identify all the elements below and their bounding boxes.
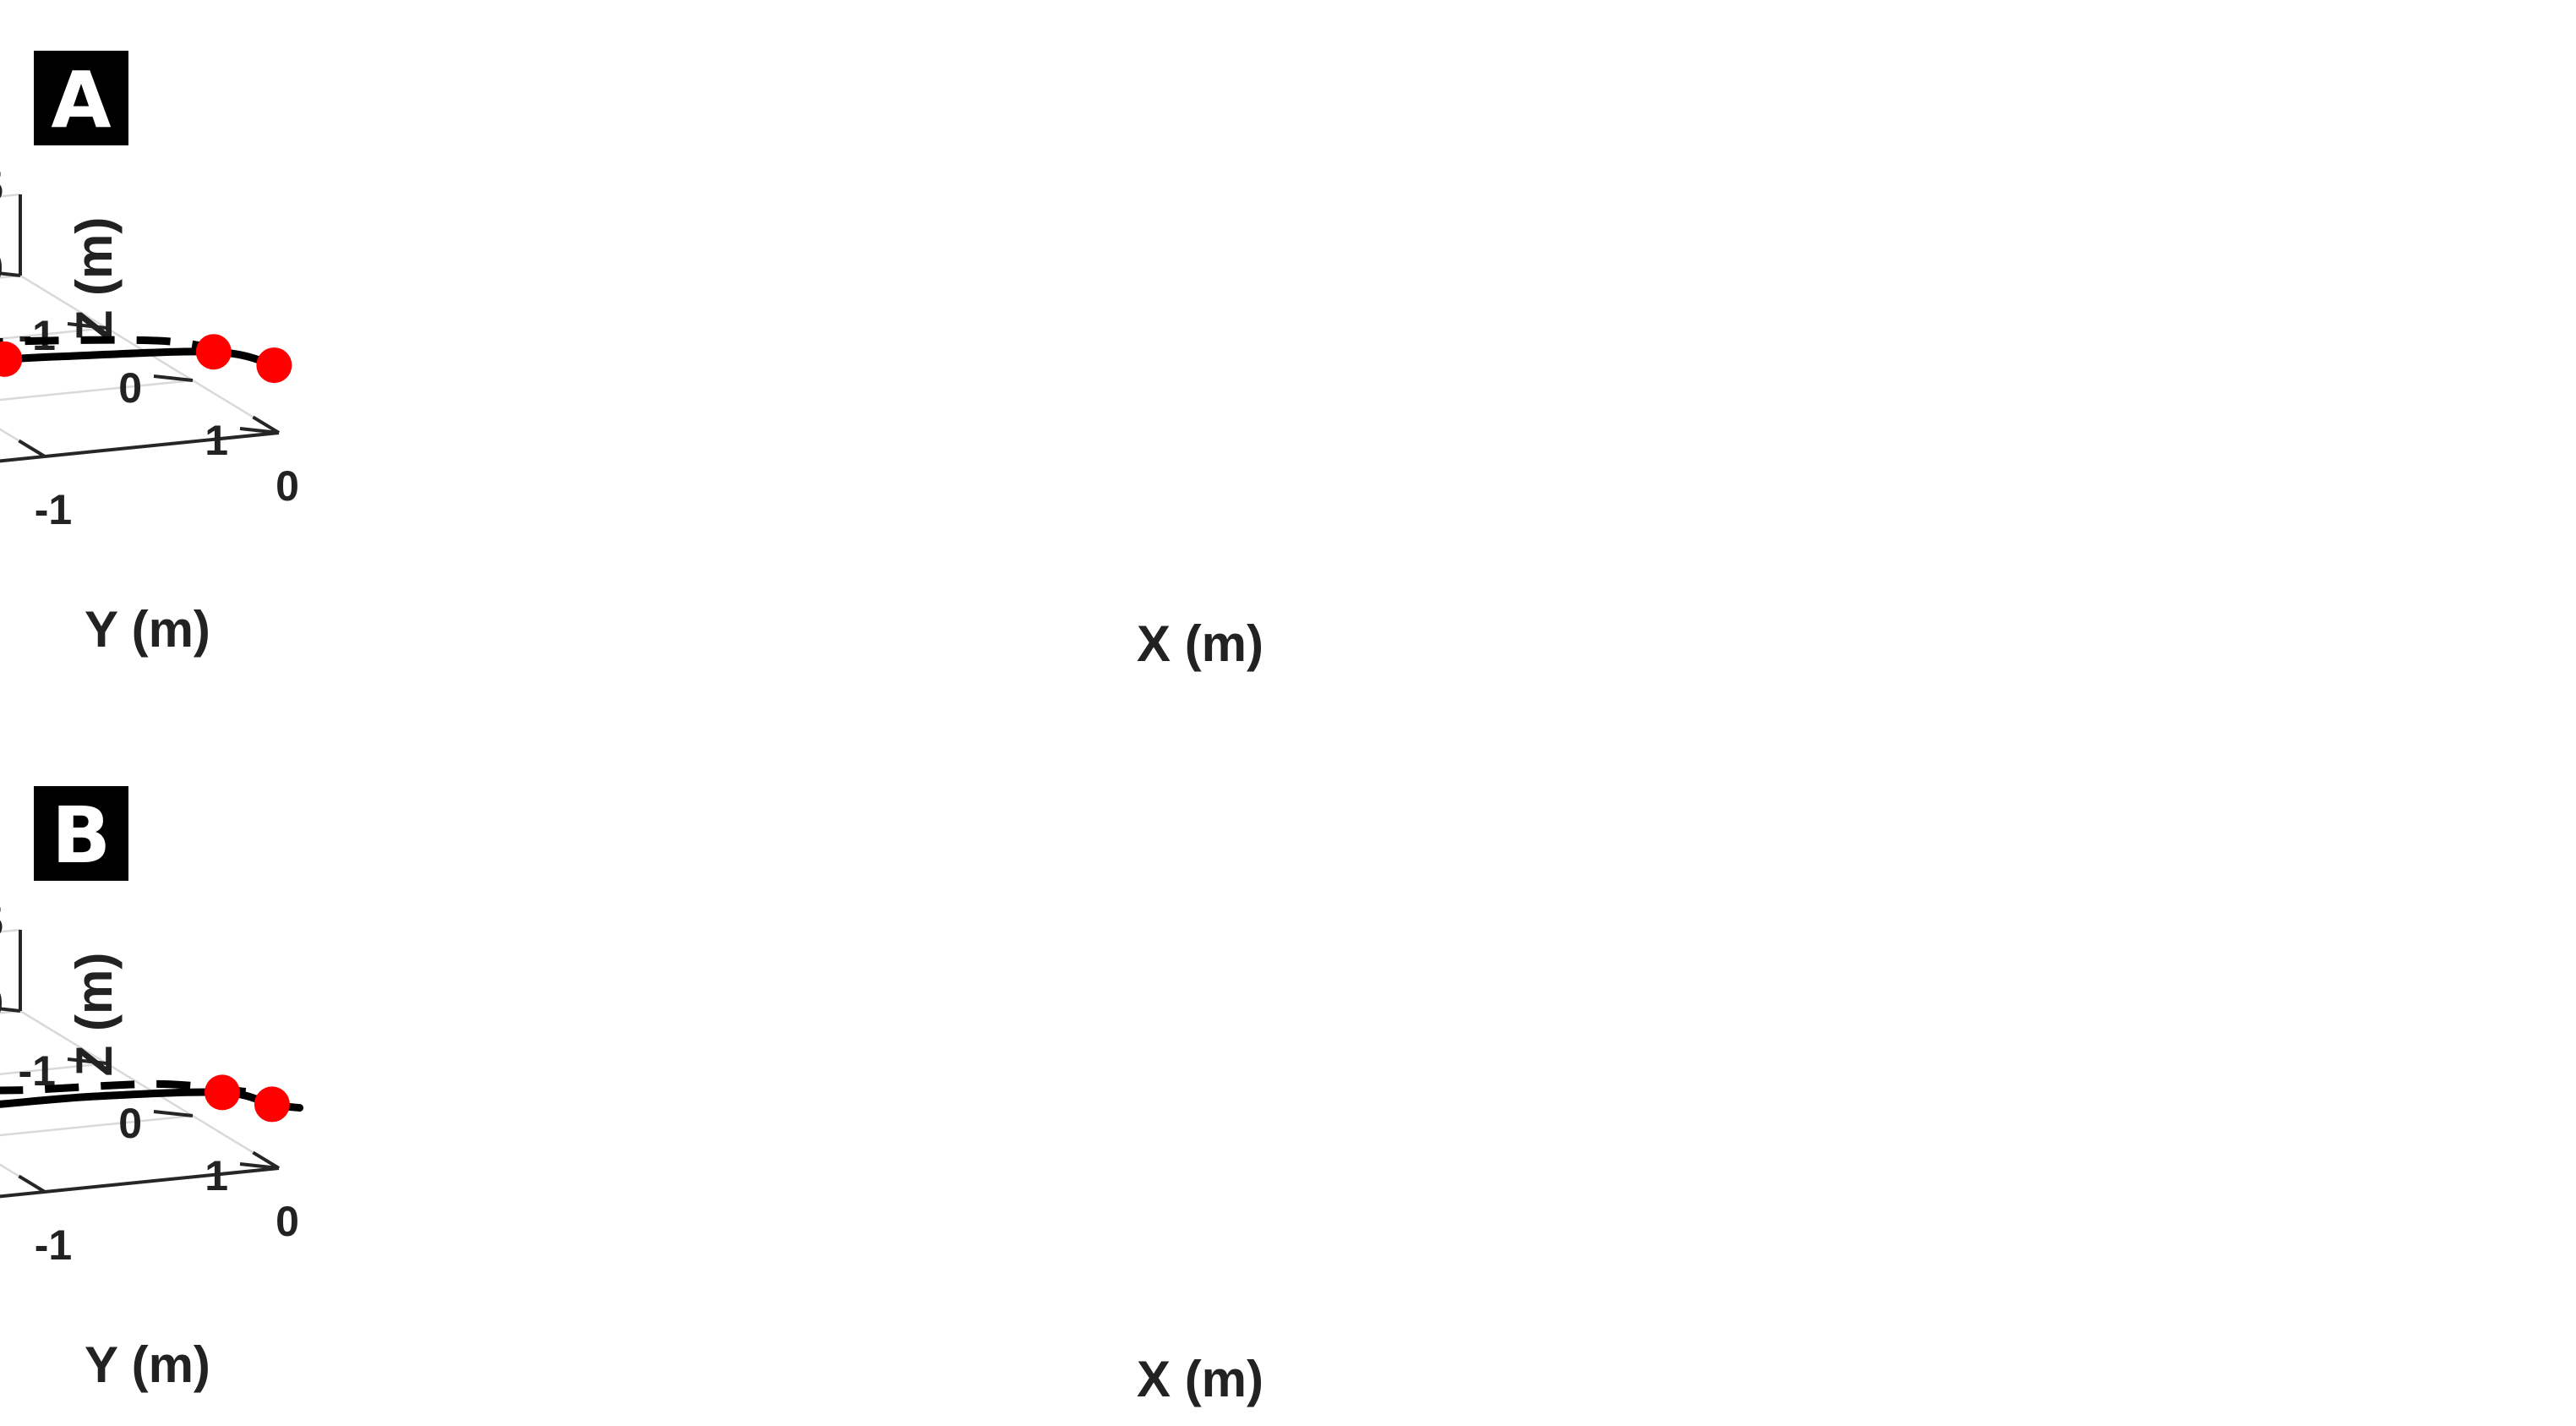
y-tick-mark	[67, 322, 107, 330]
y-tick-label: 0	[118, 1100, 142, 1147]
y-tick-mark	[67, 1057, 107, 1065]
x-tick-label: -1	[35, 1221, 72, 1269]
tick-labels: 0-1-2-3-4-5-6-7-8-2-10100.5	[0, 163, 299, 533]
panel-a: A 0-1-2-3-4-5-6-7-8-2-10100.5 Z (m) Y (m…	[0, 51, 1263, 672]
panel-label-badge	[34, 786, 128, 881]
x-tick-mark	[18, 439, 46, 458]
y-axis-label: Y (m)	[85, 601, 210, 658]
y-tick-mark	[153, 1110, 194, 1117]
grid-line	[0, 428, 46, 458]
contact-point	[205, 1074, 240, 1111]
y-tick-mark	[239, 427, 280, 434]
y-tick-label: 1	[205, 1152, 228, 1199]
z-tick-label: 0	[0, 980, 3, 1027]
contact-point	[254, 1086, 290, 1123]
contact-point	[0, 341, 23, 377]
grid-line	[19, 1009, 280, 1170]
axes	[0, 930, 281, 1199]
x-axis-label: X (m)	[1137, 615, 1263, 672]
y-tick-mark	[0, 271, 21, 277]
x-tick-label: 0	[276, 462, 299, 510]
x-tick-label: -1	[35, 486, 72, 533]
grid-line	[0, 379, 194, 402]
x-tick-label: 0	[276, 1198, 299, 1245]
y-tick-mark	[153, 374, 194, 382]
y-tick-label: -1	[19, 312, 56, 359]
y-tick-mark	[239, 1162, 280, 1170]
x-axis-label: X (m)	[1137, 1351, 1263, 1407]
x-tick-mark	[252, 415, 281, 434]
y-axis-label: Y (m)	[85, 1336, 210, 1393]
z-axis-label: Z (m)	[66, 953, 123, 1077]
grid-line	[0, 1114, 194, 1137]
panel-label-badge	[34, 51, 128, 145]
y-tick-mark	[0, 1007, 21, 1013]
axes	[0, 194, 281, 463]
panel-label: B	[52, 790, 111, 881]
z-axis-label: Z (m)	[66, 217, 123, 341]
trajectory-plot	[0, 334, 292, 384]
contact-point	[256, 347, 292, 384]
grid-line	[0, 1163, 46, 1194]
y-tick-label: 0	[118, 364, 142, 412]
x-tick-mark	[252, 1150, 281, 1170]
y-tick-label: 1	[205, 417, 228, 464]
trajectory-plot	[0, 1074, 303, 1123]
tick-labels: 0-1-2-3-4-5-6-7-8-2-10100.5	[0, 899, 299, 1269]
z-tick-label: 0.5	[0, 163, 3, 210]
x-tick-mark	[18, 1174, 46, 1194]
z-tick-label: 0.5	[0, 899, 3, 946]
z-tick-label: 0	[0, 244, 3, 292]
panel-label: A	[51, 55, 111, 145]
contact-point	[195, 334, 232, 370]
panel-b: B 0-1-2-3-4-5-6-7-8-2-10100.5 Z (m) Y (m…	[0, 786, 1263, 1407]
